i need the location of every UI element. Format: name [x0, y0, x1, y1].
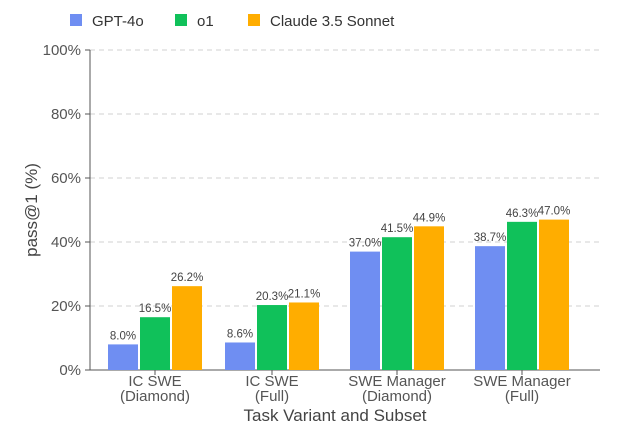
bar: [108, 344, 138, 370]
bar: [225, 342, 255, 370]
bar: [507, 221, 537, 370]
data-label: 47.0%: [538, 206, 571, 218]
y-tick-label: 80%: [51, 106, 81, 123]
legend-swatch: [70, 14, 82, 26]
x-tick-label: (Diamond): [362, 388, 432, 405]
legend: GPT-4o o1 Claude 3.5 Sonnet: [70, 13, 395, 30]
bar: [172, 286, 202, 370]
x-tick-label: IC SWE: [128, 373, 181, 390]
legend-label: GPT-4o: [92, 13, 144, 30]
bar: [350, 251, 380, 370]
data-label: 16.5%: [139, 303, 172, 315]
legend-swatch: [175, 14, 187, 26]
bar: [289, 302, 319, 370]
data-label: 44.9%: [413, 212, 446, 224]
bars: [108, 219, 569, 370]
y-axis-title: pass@1 (%): [22, 163, 41, 257]
y-tick-label: 60%: [51, 170, 81, 187]
x-tick-label: (Full): [255, 388, 289, 405]
data-label: 21.1%: [288, 288, 321, 300]
y-tick-label: 20%: [51, 298, 81, 315]
y-tick-label: 40%: [51, 234, 81, 251]
y-tick-label: 100%: [43, 42, 81, 59]
legend-label: o1: [197, 13, 214, 30]
x-tick-label: SWE Manager: [348, 373, 446, 390]
bar: [475, 246, 505, 370]
data-label: 41.5%: [381, 223, 414, 235]
data-labels: 8.0% 8.6% 37.0% 38.7% 16.5% 20.3% 41.5% 46.3% 26…: [110, 206, 570, 343]
data-label: 20.3%: [256, 291, 289, 303]
data-label: 8.6%: [227, 328, 253, 340]
bar: [257, 305, 287, 370]
x-tick-label: (Diamond): [120, 388, 190, 405]
legend-swatch: [248, 14, 260, 26]
bar: [539, 219, 569, 370]
data-label: 8.0%: [110, 330, 136, 342]
data-label: 38.7%: [474, 232, 507, 244]
bar: [414, 226, 444, 370]
bar: [140, 317, 170, 370]
x-tick-label: IC SWE: [245, 373, 298, 390]
data-label: 46.3%: [506, 208, 539, 220]
data-label: 26.2%: [171, 272, 204, 284]
x-tick-label: (Full): [505, 388, 539, 405]
x-tick-label: SWE Manager: [473, 373, 571, 390]
data-label: 37.0%: [349, 238, 382, 250]
x-axis-title: Task Variant and Subset: [243, 406, 426, 425]
legend-label: Claude 3.5 Sonnet: [270, 13, 395, 30]
y-tick-label: 0%: [59, 362, 81, 379]
bar: [382, 237, 412, 370]
